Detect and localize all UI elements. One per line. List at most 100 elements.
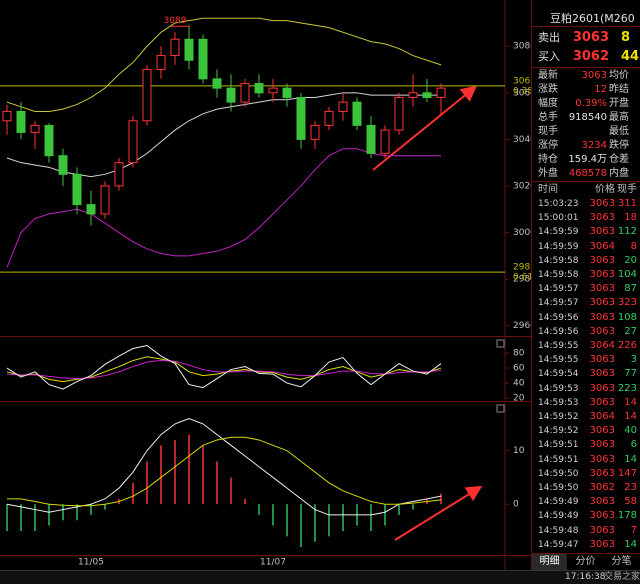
tick-volume: 178 <box>617 510 637 522</box>
y-tick-label: 10 <box>513 446 525 456</box>
candle-body <box>310 124 320 140</box>
tick-price: 3064 <box>589 340 615 351</box>
panel-icon <box>536 12 546 22</box>
tick-time: 14:59:57 <box>538 284 579 295</box>
bid-row: 买入 3062 447 <box>532 48 640 66</box>
tick-time: 14:59:58 <box>538 255 579 266</box>
indicator-line <box>6 17 442 112</box>
panel-close[interactable] <box>496 339 505 348</box>
reference-value: 3063 <box>513 76 531 86</box>
tick-price: 3063 <box>589 254 615 266</box>
candle-body <box>114 162 124 187</box>
y-tick-label: 2960 <box>513 321 531 331</box>
y-tick-label: 40 <box>513 379 525 389</box>
stat-value: 918540 <box>568 112 607 123</box>
stat-label2: 开盘 <box>609 98 629 109</box>
candle-body <box>254 83 264 94</box>
tab[interactable]: 分价 <box>568 553 603 570</box>
tick-time: 14:59:52 <box>538 426 579 437</box>
tick-price: 3063 <box>589 354 615 366</box>
tick-row: 14:59:53 3063 14 <box>532 396 640 410</box>
tick-row: 15:00:01 3063 18 <box>532 211 640 225</box>
tick-price: 3063 <box>589 368 615 380</box>
stat-label2: 仓差 <box>609 154 629 165</box>
y-tick-label: 0 <box>513 500 519 510</box>
x-tick-label: 11/07 <box>260 558 286 568</box>
tick-time: 14:59:51 <box>538 440 579 451</box>
ask-price: 3063 <box>572 30 609 45</box>
tick-time: 14:59:58 <box>538 270 579 280</box>
tick-volume: 112 <box>617 226 637 238</box>
tick-time: 15:03:23 <box>538 199 579 209</box>
ask-volume: 8 <box>621 30 631 45</box>
stat-label2: 最低 <box>609 126 629 137</box>
tick-price: 3063 <box>589 524 615 536</box>
stat-label2: 昨结 <box>609 84 629 95</box>
stat-row: 持仓 159.4万 仓差 <box>532 153 640 167</box>
tick-time: 14:59:47 <box>538 539 579 550</box>
candle-body <box>394 96 404 131</box>
tick-price: 3063 <box>589 226 615 238</box>
tick-volume: 20 <box>624 254 637 266</box>
tick-row: 14:59:57 3063 323 <box>532 296 640 310</box>
column-header: 时间 <box>538 184 558 195</box>
candle-body <box>2 110 12 122</box>
tick-row: 14:59:52 3063 40 <box>532 424 640 438</box>
tick-time: 14:59:53 <box>538 397 579 408</box>
tick-row: 14:59:51 3063 14 <box>532 453 640 467</box>
candle-body <box>408 92 418 98</box>
reference-ratio: 0.618 <box>513 273 531 283</box>
tab[interactable]: 明细 <box>532 553 567 570</box>
tick-row: 14:59:48 3063 7 <box>532 524 640 538</box>
tick-price: 3063 <box>589 311 615 323</box>
tick-volume: 23 <box>624 482 637 493</box>
tick-price: 3063 <box>589 496 615 508</box>
stat-row: 最新 3063 均价 <box>532 69 640 83</box>
stat-value: 12 <box>594 84 607 95</box>
candle-body <box>268 87 278 94</box>
tick-price: 3064 <box>589 411 615 422</box>
plot-bg <box>0 0 505 555</box>
tick-volume: 223 <box>617 382 637 394</box>
stat-row: 涨停 3234 跌停 <box>532 139 640 153</box>
tick-time: 14:59:59 <box>538 227 579 238</box>
tick-price: 3063 <box>589 382 615 394</box>
stat-label: 涨跌 <box>538 84 558 95</box>
candle-body <box>436 87 446 98</box>
stat-label2: 最高 <box>609 112 629 123</box>
candle-body <box>324 110 334 126</box>
stat-label: 持仓 <box>538 154 558 165</box>
panel-divider <box>532 181 640 182</box>
panel-close[interactable] <box>496 404 505 413</box>
tick-volume: 14 <box>624 538 637 550</box>
tick-time: 14:59:51 <box>538 454 579 465</box>
stat-row: 涨跌 12 昨结 <box>532 83 640 97</box>
stat-row: 总手 918540 最高 <box>532 111 640 125</box>
tick-price: 3063 <box>589 396 615 408</box>
quote-panel: 豆粕2601(M260卖出30638买入3062447最新3063均价涨跌12昨… <box>531 0 640 570</box>
tick-volume: 323 <box>617 297 637 309</box>
x-tick-label: 11/05 <box>78 558 104 568</box>
tick-row: 15:03:23 3063 311 <box>532 197 640 211</box>
tick-time: 14:59:50 <box>538 468 579 479</box>
tab[interactable]: 分笔 <box>604 553 639 570</box>
candle-body <box>240 83 250 103</box>
tick-row: 14:59:49 3063 178 <box>532 509 640 523</box>
stat-label: 最新 <box>538 70 558 81</box>
candle-body <box>282 87 292 98</box>
candle-body <box>212 78 222 89</box>
tick-price: 3063 <box>589 439 615 451</box>
contract-title: 豆粕2601(M260 <box>550 12 635 25</box>
candle-body <box>170 38 180 57</box>
tick-price: 3063 <box>589 297 615 309</box>
tick-row: 14:59:52 3064 14 <box>532 410 640 424</box>
stat-label: 幅度 <box>538 98 558 109</box>
tick-time: 14:59:49 <box>538 511 579 522</box>
stat-label2: 跌停 <box>609 140 629 151</box>
bid-volume: 447 <box>621 49 640 64</box>
tick-volume: 8 <box>630 240 637 252</box>
